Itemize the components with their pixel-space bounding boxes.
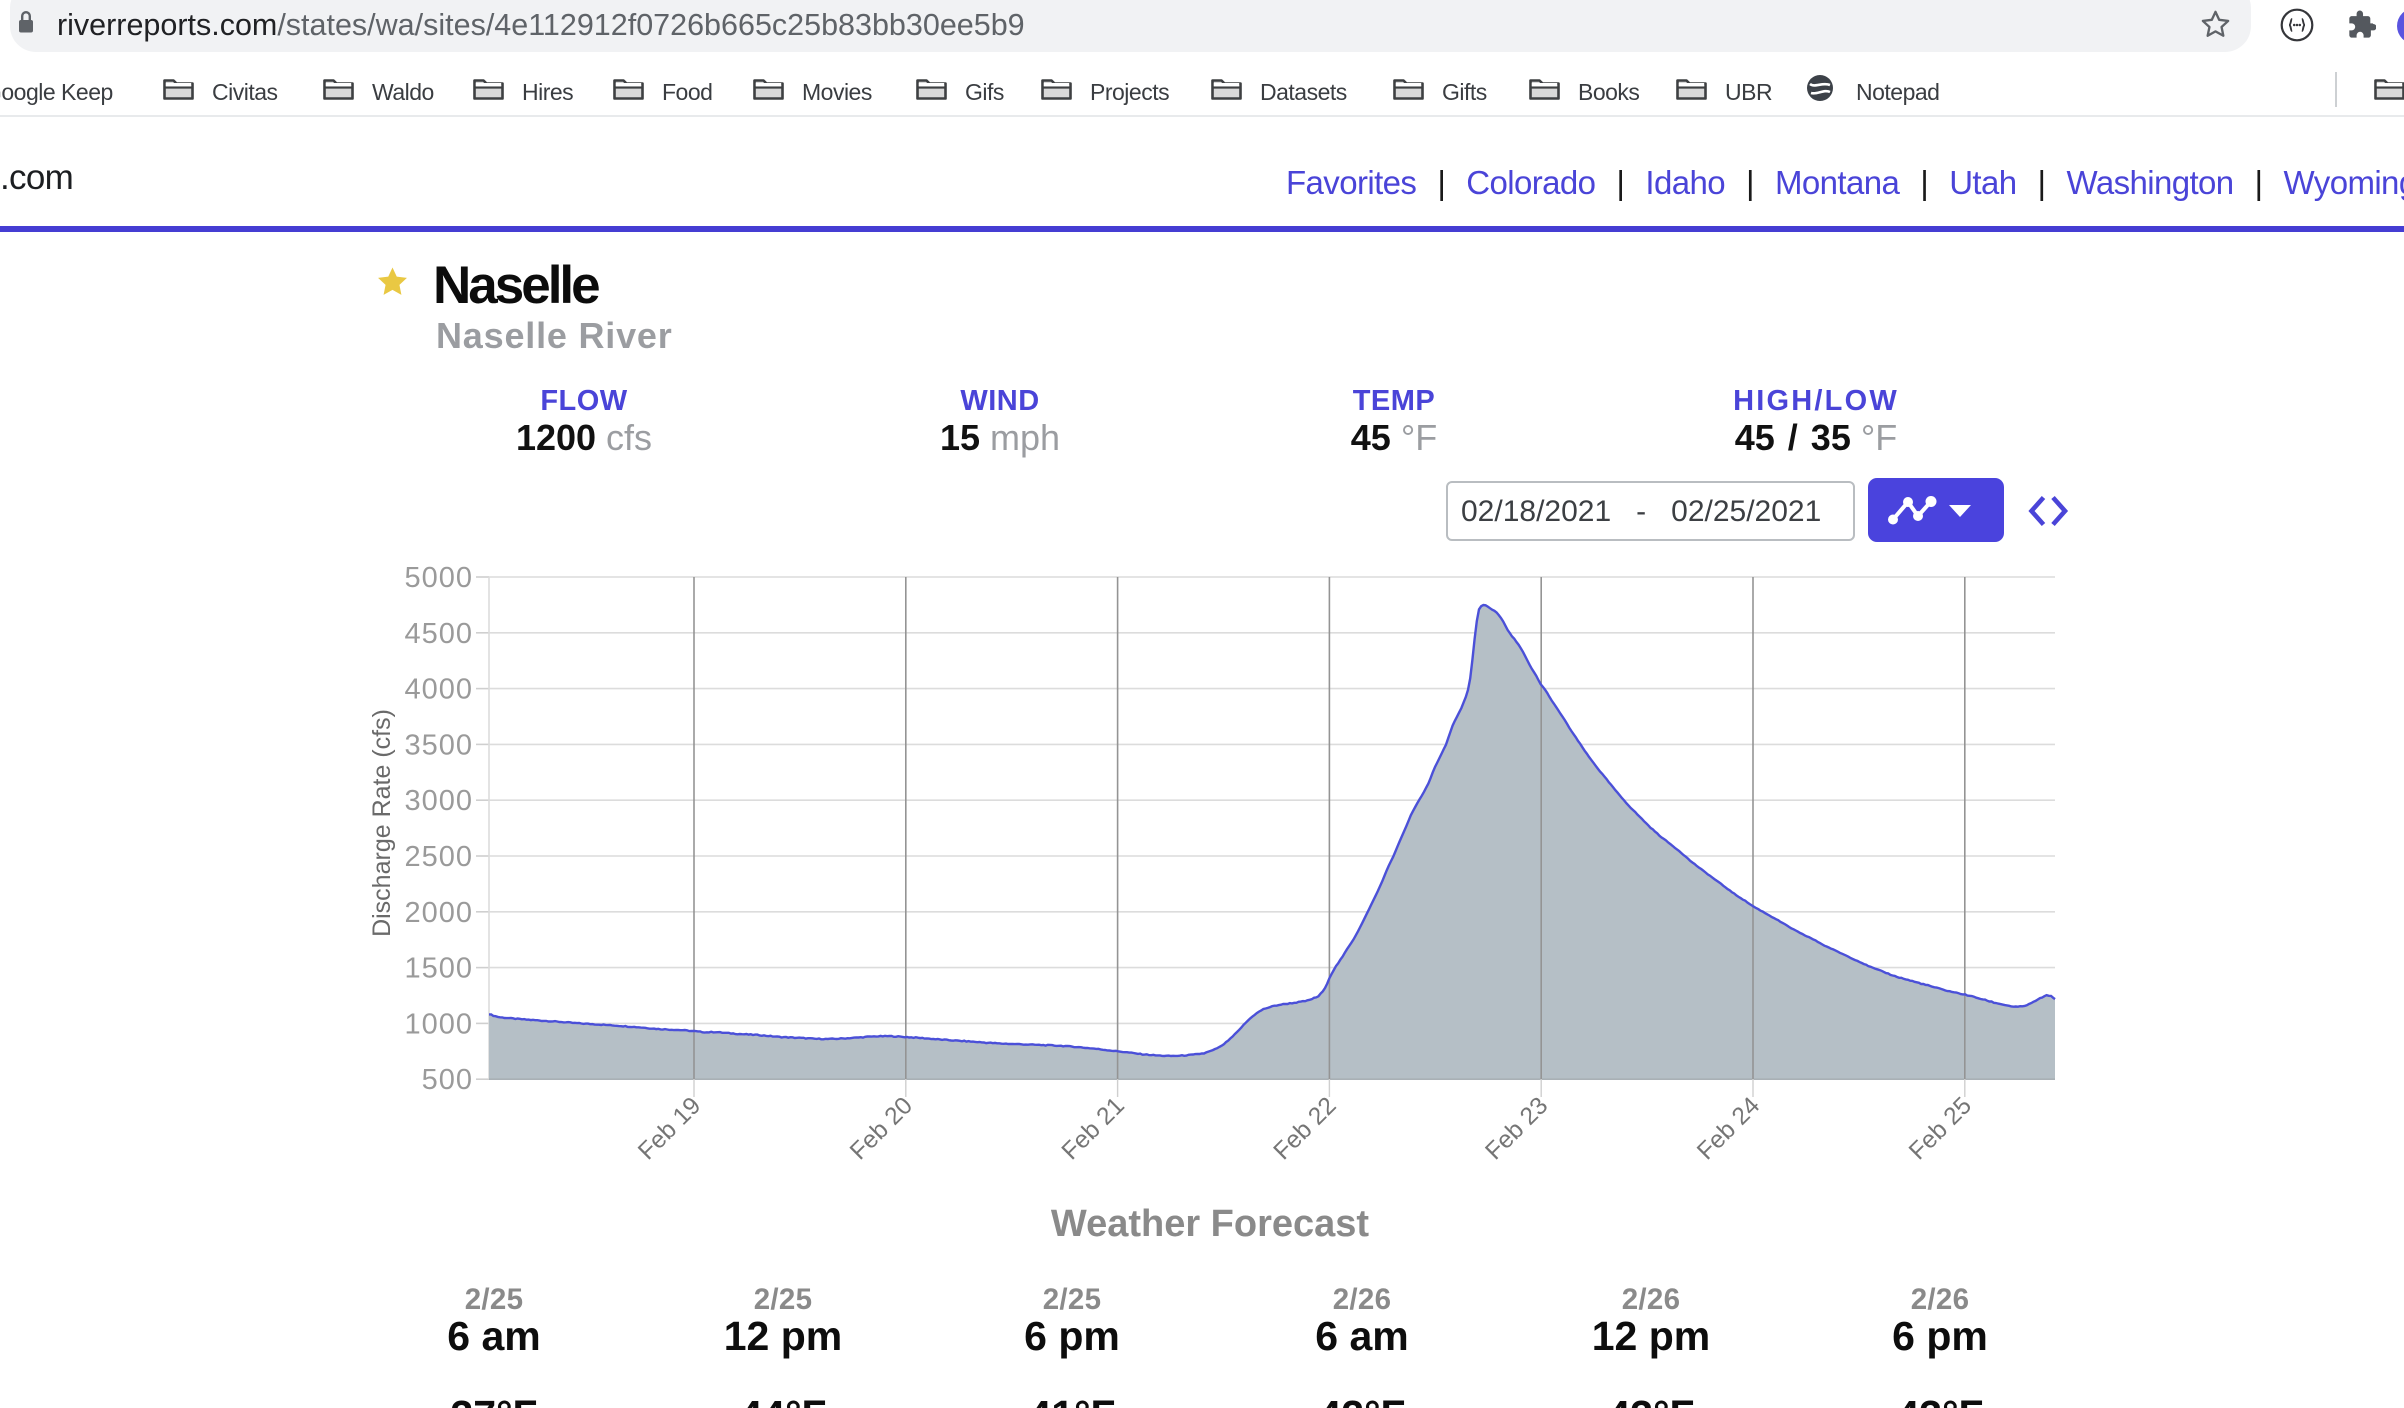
svg-text:3500: 3500 [404,729,473,761]
svg-text:4000: 4000 [404,674,473,706]
svg-text:3000: 3000 [404,785,473,817]
svg-text:5000: 5000 [404,562,473,594]
svg-text:Feb 21: Feb 21 [1057,1092,1130,1165]
svg-text:Feb 19: Feb 19 [633,1092,706,1165]
svg-text:Feb 23: Feb 23 [1480,1092,1553,1165]
svg-text:500: 500 [422,1064,473,1096]
svg-text:Discharge Rate (cfs): Discharge Rate (cfs) [368,709,396,937]
svg-text:1500: 1500 [404,953,473,985]
svg-text:Feb 20: Feb 20 [845,1092,918,1165]
svg-text:Feb 24: Feb 24 [1692,1092,1765,1165]
svg-text:Feb 25: Feb 25 [1904,1092,1977,1165]
svg-text:4500: 4500 [404,618,473,650]
svg-text:Feb 22: Feb 22 [1269,1092,1342,1165]
svg-text:2500: 2500 [404,841,473,873]
svg-text:2000: 2000 [404,897,473,929]
svg-text:1000: 1000 [404,1008,473,1040]
